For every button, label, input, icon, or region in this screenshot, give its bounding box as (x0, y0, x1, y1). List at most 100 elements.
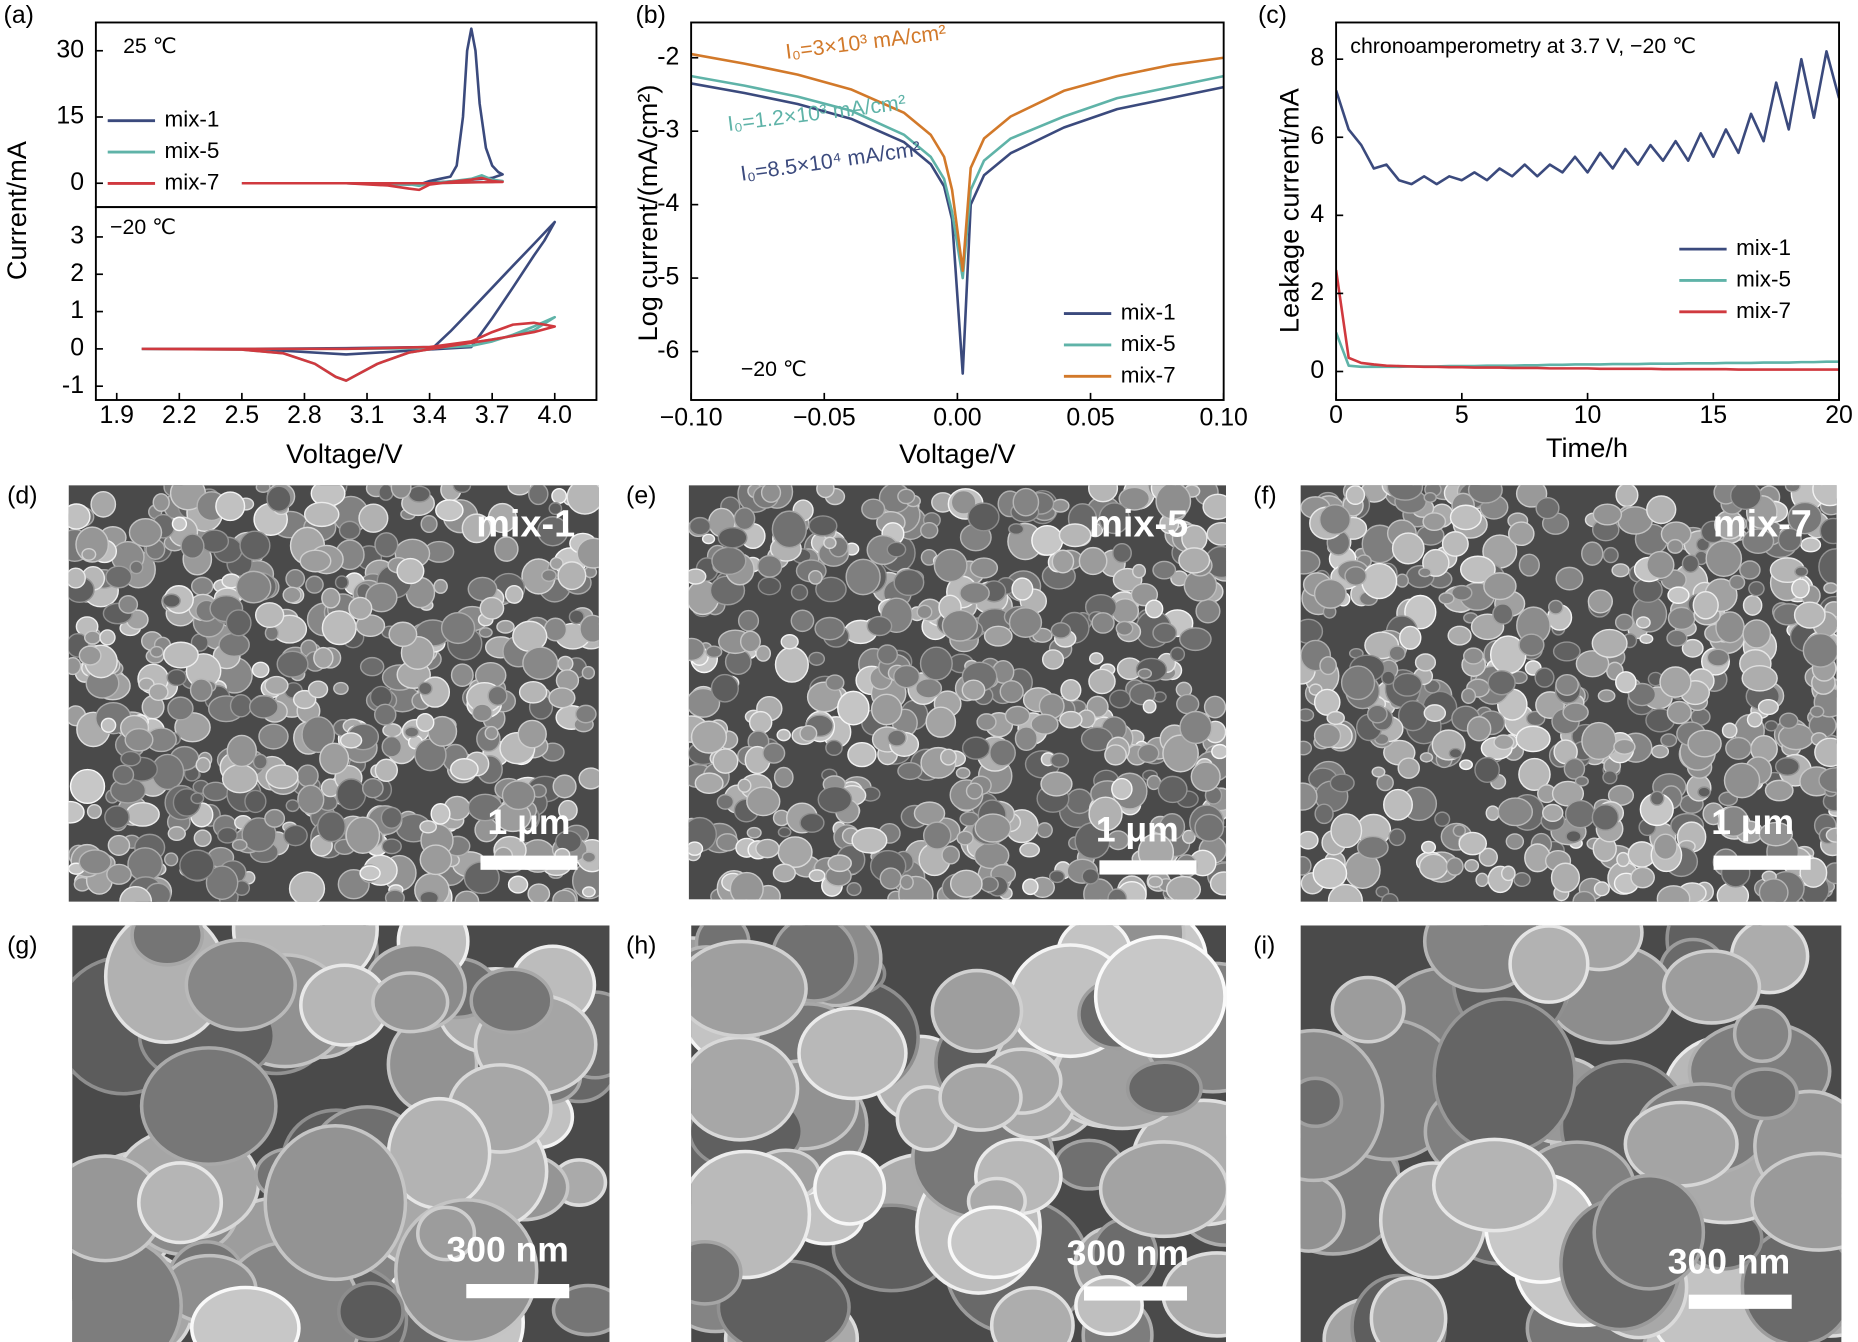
panel-label: (e) (626, 483, 656, 510)
grain (1432, 997, 1577, 1155)
grain (1581, 721, 1617, 761)
grain (282, 586, 302, 604)
grain (940, 748, 957, 766)
grain (1587, 589, 1613, 614)
grain (1312, 857, 1348, 890)
grain (1591, 803, 1620, 831)
grain (1376, 774, 1394, 792)
grain (1729, 485, 1762, 511)
grain (1022, 878, 1039, 896)
grain (1739, 560, 1761, 580)
grain (258, 723, 289, 750)
grain (518, 680, 548, 704)
grain (1615, 671, 1637, 694)
x-axis-label: Voltage/V (286, 438, 403, 469)
grain (419, 820, 437, 834)
grain (1459, 555, 1496, 584)
grain (149, 645, 164, 658)
grain (248, 695, 279, 719)
grain (983, 625, 1013, 647)
grain (773, 766, 794, 788)
grain (989, 739, 1016, 767)
grain (1635, 616, 1651, 629)
x-tick-label: 10 (1574, 402, 1602, 429)
grain (947, 1205, 1041, 1280)
grain (1434, 811, 1451, 827)
sem-image (691, 925, 1227, 1342)
grain (1211, 743, 1227, 760)
grain (808, 869, 826, 883)
grain (471, 703, 493, 722)
grain (229, 693, 253, 718)
x-tick-label: 3.7 (475, 402, 510, 429)
grain (1202, 493, 1227, 520)
grain (933, 548, 968, 583)
grain (1190, 761, 1221, 792)
grain (576, 537, 599, 569)
grain (1074, 1274, 1144, 1336)
grain (1051, 549, 1075, 574)
annotation: −20 ℃ (110, 215, 176, 239)
grain (1030, 713, 1059, 735)
grain (897, 761, 923, 781)
grain (557, 561, 587, 591)
grain (870, 693, 903, 726)
scale-bar-label: 300 nm (1067, 1233, 1189, 1273)
grain (557, 655, 574, 672)
grain (938, 1063, 1023, 1132)
grain (528, 485, 549, 506)
image-label: mix-7 (1713, 504, 1812, 546)
grain (1819, 517, 1837, 545)
grain (265, 764, 299, 790)
grain (1666, 700, 1692, 725)
grain (137, 1161, 224, 1245)
grain (1565, 829, 1582, 843)
grain (1731, 1067, 1799, 1121)
grain (797, 1006, 908, 1101)
grain (1169, 646, 1186, 662)
grain (1445, 857, 1464, 876)
grain (1098, 1140, 1227, 1239)
grain (86, 803, 102, 820)
grain (1366, 704, 1388, 724)
grain (1118, 486, 1151, 511)
grain (757, 576, 782, 596)
grain (1800, 537, 1822, 553)
grain (1793, 601, 1826, 629)
grain (1467, 485, 1503, 504)
grain (507, 485, 532, 496)
grain (1562, 702, 1589, 723)
grain (264, 808, 286, 828)
grain (1449, 504, 1482, 531)
data-line (1336, 269, 1840, 371)
grain (1659, 666, 1692, 698)
grain (581, 886, 596, 898)
grain (359, 865, 381, 881)
grain (1319, 656, 1338, 676)
grain (1203, 695, 1227, 719)
panel-label: (f) (1253, 483, 1276, 510)
grain (1178, 547, 1211, 574)
x-tick-label: 3.4 (412, 402, 447, 429)
grain (1091, 612, 1115, 634)
grain (578, 767, 599, 790)
grain (712, 748, 739, 774)
grain (920, 521, 939, 539)
grain (1750, 1151, 1842, 1252)
grain (1179, 710, 1213, 745)
panel-label: (h) (626, 932, 656, 959)
grain (112, 764, 135, 785)
grain (1422, 512, 1447, 532)
grain (404, 726, 420, 738)
grain (733, 507, 756, 531)
grain (420, 515, 438, 534)
grain (1550, 862, 1581, 893)
grain (1388, 645, 1406, 662)
grain (1383, 788, 1413, 821)
grain (548, 687, 576, 709)
sem-image (1300, 925, 1842, 1342)
grain (1152, 560, 1177, 580)
grain (1115, 620, 1134, 636)
grain (68, 567, 86, 589)
grain (915, 678, 943, 699)
